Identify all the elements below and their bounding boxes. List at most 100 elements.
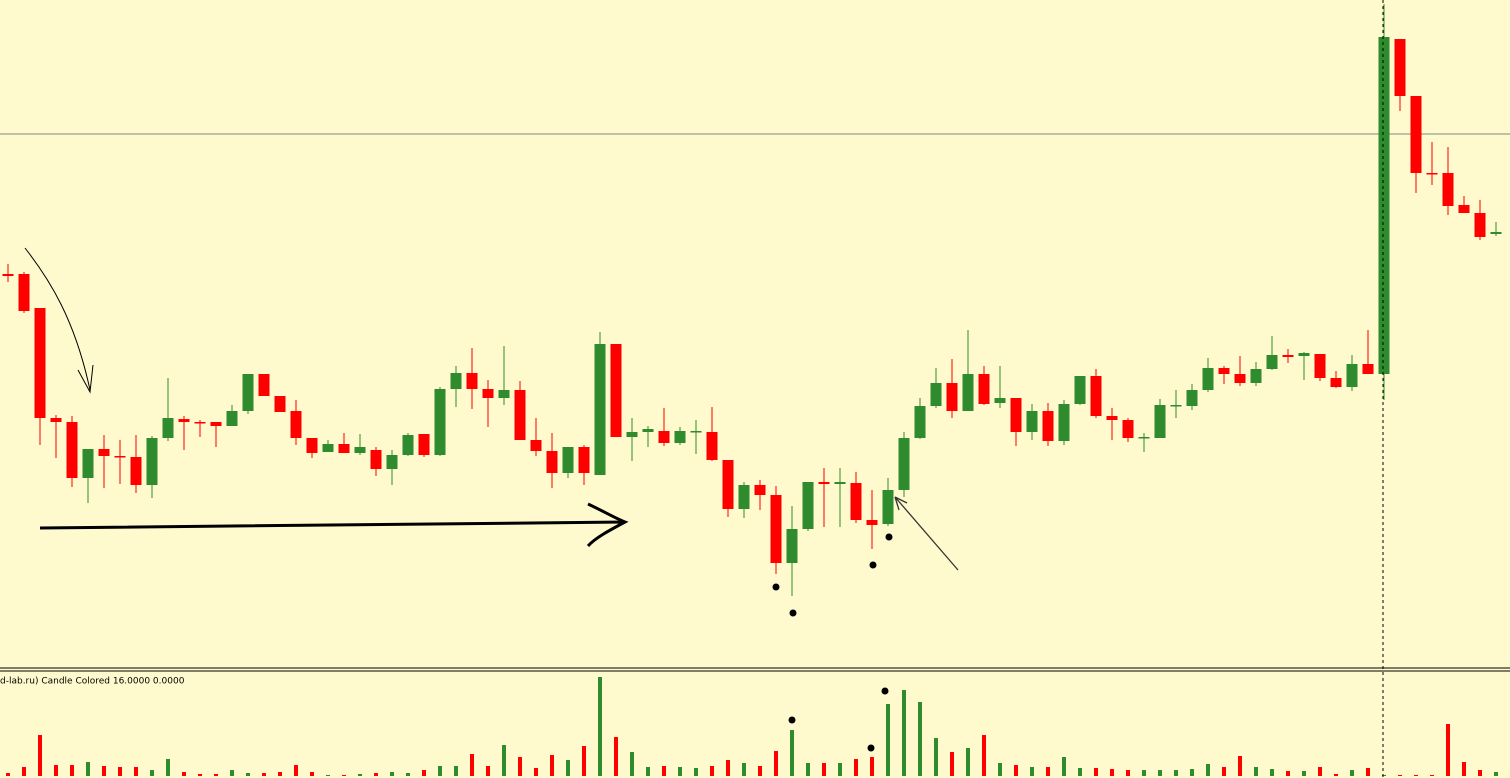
volume-bar xyxy=(566,760,570,776)
candle-body xyxy=(578,447,590,473)
candle-body xyxy=(626,432,638,437)
candle-body xyxy=(162,418,174,438)
candle-body xyxy=(482,389,494,398)
candle-body xyxy=(722,460,734,509)
volume-bar xyxy=(214,774,218,776)
candle-body xyxy=(1410,96,1422,173)
volume-bar xyxy=(1110,769,1114,776)
volume-bar xyxy=(1030,767,1034,776)
candle-body xyxy=(1138,437,1150,439)
volume-bar xyxy=(22,767,26,776)
volume-bar xyxy=(1158,770,1162,776)
volume-bar xyxy=(902,690,906,776)
candle-body xyxy=(1090,376,1102,416)
volume-bar xyxy=(326,775,330,776)
volume-bar xyxy=(1494,772,1498,776)
volume-bar xyxy=(406,773,410,776)
volume-bar xyxy=(422,770,426,776)
candle-body xyxy=(370,450,382,469)
candle-body xyxy=(1250,369,1262,383)
candle-body xyxy=(594,344,606,475)
candle-body xyxy=(450,373,462,389)
volume-bar xyxy=(694,768,698,776)
candle-body xyxy=(306,438,318,453)
volume-bar xyxy=(182,772,186,776)
candle-body xyxy=(914,406,926,438)
volume-bar xyxy=(1190,769,1194,776)
volume-bar xyxy=(438,766,442,776)
candle-body xyxy=(1010,398,1022,432)
candle-body xyxy=(18,274,30,311)
volume-bar xyxy=(1382,775,1386,776)
candle-body xyxy=(994,398,1006,403)
volume-bar xyxy=(822,763,826,776)
dot xyxy=(885,533,893,541)
volume-bar xyxy=(70,765,74,776)
candle-body xyxy=(530,440,542,451)
volume-bar xyxy=(118,767,122,776)
volume-bar xyxy=(982,735,986,776)
volume-bar xyxy=(1222,767,1226,776)
candle-body xyxy=(738,485,750,509)
candle-body xyxy=(1378,37,1390,374)
candle-body xyxy=(1218,368,1230,374)
volume-bar xyxy=(150,770,154,776)
volume-bar xyxy=(1478,770,1482,776)
volume-bar xyxy=(1014,765,1018,776)
volume-bar xyxy=(518,757,522,776)
candle-body xyxy=(498,390,510,398)
volume-bar xyxy=(550,755,554,776)
volume-bar xyxy=(1206,764,1210,776)
volume-bar xyxy=(1334,774,1338,776)
volume-bar xyxy=(294,765,298,776)
candle-body xyxy=(1362,364,1374,374)
volume-bar xyxy=(470,754,474,776)
volume-bar xyxy=(1174,770,1178,776)
volume-bar xyxy=(1046,767,1050,776)
price-pane xyxy=(0,4,1510,596)
candle-body xyxy=(402,435,414,455)
candle-body xyxy=(1122,420,1134,438)
volume-bar xyxy=(1366,768,1370,776)
pointer-arrow xyxy=(894,496,959,571)
volume-bar xyxy=(758,766,762,776)
candle-body xyxy=(946,383,958,411)
candle-body xyxy=(1042,411,1054,441)
candle-body xyxy=(770,495,782,563)
volume-bar xyxy=(374,773,378,776)
volume-bar xyxy=(1350,770,1354,776)
volume-bar xyxy=(630,752,634,776)
candle-body xyxy=(114,456,126,458)
volume-bar xyxy=(342,775,346,776)
candle-body xyxy=(1234,374,1246,383)
volume-bar xyxy=(1270,769,1274,776)
candle-body xyxy=(178,419,190,422)
volume-bar xyxy=(502,745,506,776)
candle-body xyxy=(882,490,894,524)
dot xyxy=(789,609,797,617)
candle-body xyxy=(1490,232,1502,234)
volume-bar xyxy=(646,767,650,776)
candle-body xyxy=(658,431,670,443)
candle-body xyxy=(1170,405,1182,407)
candle-body xyxy=(466,373,478,389)
volume-bar xyxy=(1462,762,1466,776)
volume-bar xyxy=(950,752,954,776)
volume-bar xyxy=(790,730,794,776)
candle-body xyxy=(386,455,398,469)
volume-bar xyxy=(726,760,730,776)
horizontal-arrow xyxy=(39,502,629,548)
volume-bar xyxy=(1078,768,1082,776)
freehand-arrow xyxy=(24,247,94,394)
candle-body xyxy=(642,429,654,432)
volume-bar xyxy=(886,704,890,776)
volume-bar xyxy=(598,677,602,776)
candle-body xyxy=(1442,173,1454,206)
indicator-label: d-lab.ru) Candle Colored 16.0000 0.0000 xyxy=(0,677,185,687)
volume-bar xyxy=(86,762,90,776)
candle-body xyxy=(82,449,94,478)
candle-body xyxy=(546,451,558,473)
candle-body xyxy=(1426,173,1438,175)
volume-bar xyxy=(534,768,538,776)
